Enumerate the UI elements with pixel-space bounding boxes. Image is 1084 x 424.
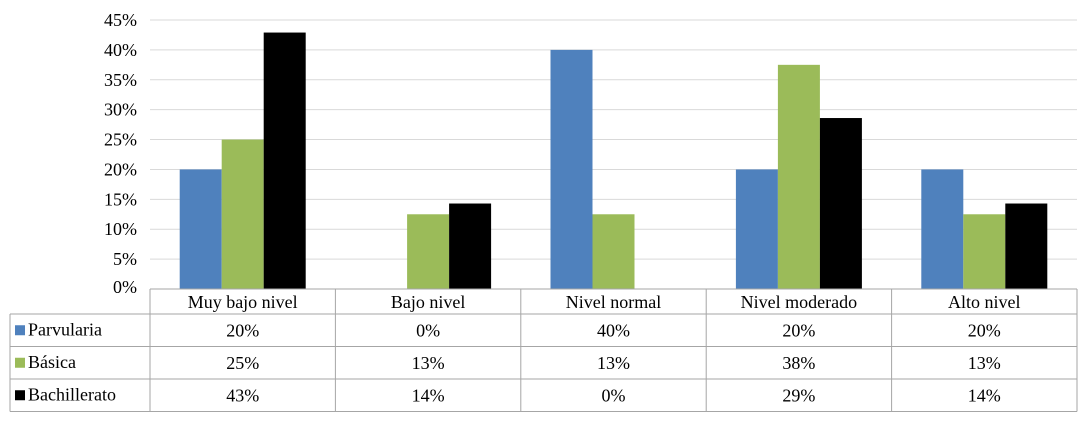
data-label-basica-nivel-moderado: 38% (782, 353, 815, 373)
y-tick-label: 10% (104, 219, 137, 239)
data-label-basica-nivel-normal: 13% (597, 353, 630, 373)
data-label-bachillerato-muy-bajo-nivel: 43% (226, 385, 259, 405)
bar-parvularia-nivel-normal (550, 49, 593, 290)
bar-bachillerato-alto-nivel (1005, 203, 1048, 289)
data-label-basica-muy-bajo-nivel: 25% (226, 353, 259, 373)
category-label-alto-nivel: Alto nivel (948, 292, 1021, 312)
data-label-bachillerato-nivel-normal: 0% (602, 385, 626, 405)
legend-label-bachillerato: Bachillerato (28, 384, 116, 404)
y-tick-label: 15% (104, 189, 137, 209)
category-label-nivel-normal: Nivel normal (566, 292, 661, 312)
legend-key-parvularia (15, 325, 25, 336)
data-label-basica-alto-nivel: 13% (968, 353, 1001, 373)
bar-basica-muy-bajo-nivel (221, 139, 264, 289)
bar-basica-nivel-normal (592, 214, 635, 289)
legend-key-basica (15, 357, 25, 368)
bar-parvularia-alto-nivel (921, 169, 964, 289)
bar-bachillerato-nivel-moderado (819, 118, 862, 289)
data-table: Muy bajo nivel Bajo nivel Nivel normal Nive… (9, 288, 1078, 412)
y-tick-label: 20% (104, 159, 137, 179)
bar-parvularia-nivel-moderado (735, 169, 778, 289)
bars (179, 32, 1048, 290)
category-label-muy-bajo-nivel: Muy bajo nivel (188, 292, 298, 312)
data-label-parvularia-nivel-moderado: 20% (782, 320, 815, 340)
y-tick-label: 25% (104, 130, 137, 150)
bar-parvularia-muy-bajo-nivel (179, 169, 222, 289)
data-label-parvularia-bajo-nivel: 0% (416, 320, 440, 340)
y-tick-label: 30% (104, 100, 137, 120)
bar-bachillerato-muy-bajo-nivel (263, 32, 306, 289)
category-label-bajo-nivel: Bajo nivel (391, 292, 466, 312)
bar-bachillerato-bajo-nivel (449, 203, 492, 289)
data-label-basica-bajo-nivel: 13% (412, 353, 445, 373)
y-tick-label: 45% (104, 10, 137, 30)
data-label-parvularia-muy-bajo-nivel: 20% (226, 320, 259, 340)
y-tick-label: 40% (104, 40, 137, 60)
y-tick-label: 0% (113, 277, 137, 297)
data-label-bachillerato-alto-nivel: 14% (968, 385, 1001, 405)
data-label-parvularia-nivel-normal: 40% (597, 320, 630, 340)
y-axis-tick-labels: 0% 5% 10% 15% 20% 25% 30% 35% 40% 45% (104, 10, 137, 297)
legend-label-basica: Básica (28, 352, 76, 372)
data-label-bachillerato-nivel-moderado: 29% (782, 385, 815, 405)
legend-key-bachillerato (15, 390, 25, 401)
legend-label-parvularia: Parvularia (28, 319, 102, 339)
data-label-bachillerato-bajo-nivel: 14% (412, 385, 445, 405)
bar-basica-alto-nivel (963, 214, 1006, 289)
y-tick-label: 5% (113, 249, 137, 269)
category-label-nivel-moderado: Nivel moderado (741, 292, 857, 312)
bar-basica-bajo-nivel (407, 214, 450, 289)
y-tick-label: 35% (104, 70, 137, 90)
data-label-parvularia-alto-nivel: 20% (968, 320, 1001, 340)
bar-basica-nivel-moderado (777, 64, 820, 289)
